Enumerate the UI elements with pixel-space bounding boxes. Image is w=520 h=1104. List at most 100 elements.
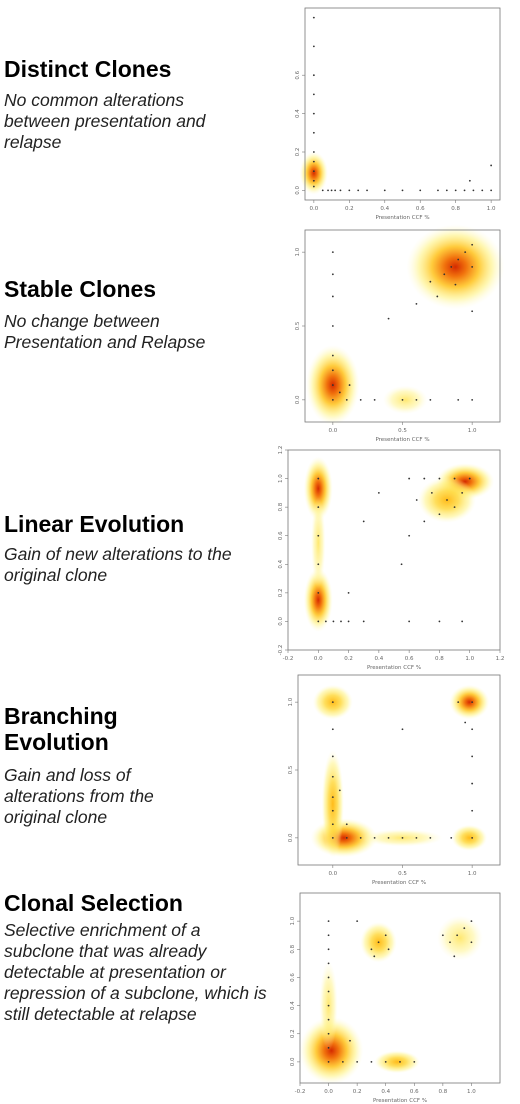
data-point — [317, 563, 320, 566]
data-point — [359, 398, 362, 401]
data-point — [373, 955, 376, 958]
x-axis-label: Presentation CCF % — [375, 215, 429, 221]
y-tick-label: 0.0 — [295, 395, 301, 404]
x-tick-label: 0.0 — [314, 656, 323, 662]
data-point — [338, 789, 341, 792]
data-point — [471, 701, 474, 704]
data-point — [453, 506, 456, 509]
data-point — [357, 189, 360, 192]
data-point — [377, 491, 380, 494]
data-point — [415, 499, 418, 501]
x-tick-label: 1.0 — [468, 871, 477, 877]
data-point — [471, 782, 474, 785]
y-tick-label: 1.2 — [278, 446, 284, 455]
data-point — [327, 1046, 330, 1049]
panel-title: Linear Evolution — [4, 511, 185, 537]
data-point — [383, 189, 386, 192]
x-tick-label: 0.2 — [345, 206, 354, 212]
data-point — [331, 251, 334, 254]
data-point — [436, 295, 439, 298]
chart-1: 0.0 0.5 1.0 0.0 0.5 1.0 Presentation CCF % — [295, 224, 505, 443]
density-blob — [303, 456, 333, 521]
data-point — [362, 620, 365, 623]
data-point — [446, 499, 448, 501]
data-point — [408, 620, 411, 623]
panel-branching-evolution: Branching Evolution Gain and loss of alt… — [0, 668, 520, 883]
panel-title: Branching Evolution — [4, 703, 118, 755]
plot-frame — [287, 449, 501, 651]
x-tick-label: 0.8 — [451, 206, 460, 212]
x-tick-label: 0.5 — [398, 871, 407, 877]
x-tick-label: 0.4 — [374, 656, 383, 662]
data-point — [331, 836, 334, 839]
data-point — [423, 520, 426, 523]
data-point — [468, 179, 471, 182]
y-tick-label: 0.4 — [295, 109, 301, 118]
data-point — [471, 728, 474, 731]
data-point — [312, 16, 315, 19]
data-point — [472, 189, 475, 192]
data-point — [401, 836, 404, 839]
y-tick-label: 0.5 — [295, 321, 301, 330]
data-point — [470, 941, 473, 944]
x-tick-label: 0.6 — [410, 1089, 419, 1095]
data-point — [312, 74, 315, 77]
data-point — [327, 920, 330, 923]
data-point — [312, 160, 315, 163]
density-blob — [449, 684, 490, 720]
x-tick-label: 1.0 — [467, 1089, 476, 1095]
data-point — [423, 477, 426, 480]
panel-linear-evolution: Linear Evolution Gain of new alterations… — [0, 445, 520, 660]
data-point — [457, 258, 460, 261]
y-tick-label: 0.0 — [295, 186, 301, 195]
data-point — [312, 45, 315, 48]
data-point — [429, 836, 432, 839]
data-point — [327, 189, 329, 192]
y-tick-label: 1.0 — [278, 474, 284, 483]
data-point — [438, 477, 441, 480]
data-point — [470, 920, 473, 923]
data-point — [349, 1039, 351, 1042]
data-point — [370, 1060, 373, 1063]
data-point — [312, 179, 315, 182]
data-point — [327, 934, 330, 937]
y-tick-label: 0.2 — [278, 588, 284, 597]
data-point — [453, 477, 456, 480]
y-tick-label: 1.0 — [288, 697, 294, 706]
data-point — [387, 948, 390, 951]
data-point — [334, 189, 337, 192]
data-point — [457, 701, 460, 704]
panel-title: Stable Clones — [4, 276, 157, 302]
x-tick-label: -0.2 — [283, 656, 294, 662]
data-point — [312, 151, 315, 153]
data-point — [373, 398, 376, 401]
data-point — [450, 836, 453, 839]
data-point — [454, 283, 457, 286]
density-blob — [303, 568, 333, 632]
data-point — [331, 384, 334, 386]
data-point — [481, 189, 484, 192]
y-tick-label: 0.8 — [290, 944, 296, 953]
panel-clonal-selection: Clonal Selection Selective enrichment of… — [0, 886, 520, 1101]
data-point — [348, 189, 351, 192]
data-point — [339, 189, 342, 192]
data-point — [430, 491, 433, 494]
chart-3: 0.0 0.5 1.0 0.0 0.5 1.0 Presentation CCF % — [288, 674, 501, 886]
data-point — [461, 491, 464, 494]
chart-4: -0.2 0.0 0.2 0.4 0.6 0.8 1.0 0.0 0.2 0.4 0.6 0.8 1.0… — [290, 892, 501, 1104]
data-point — [327, 976, 330, 979]
chart-0: 0.0 0.2 0.4 0.6 0.8 1.0 0.0 0.2 0.4 0.6 Presentati… — [295, 7, 501, 221]
data-point — [312, 93, 315, 96]
data-point — [464, 251, 467, 254]
panel-description: No change between Presentation and Relap… — [4, 311, 206, 352]
x-tick-label: 1.0 — [487, 206, 496, 212]
data-point — [450, 266, 453, 268]
data-point — [331, 755, 334, 758]
data-point — [356, 1060, 359, 1063]
panel-description: Gain and loss of alterations from the or… — [4, 765, 154, 827]
data-point — [327, 990, 330, 993]
data-point — [331, 728, 334, 731]
plot-frame — [299, 892, 501, 1084]
x-axis-label: Presentation CCF % — [372, 880, 426, 886]
data-point — [348, 384, 351, 386]
